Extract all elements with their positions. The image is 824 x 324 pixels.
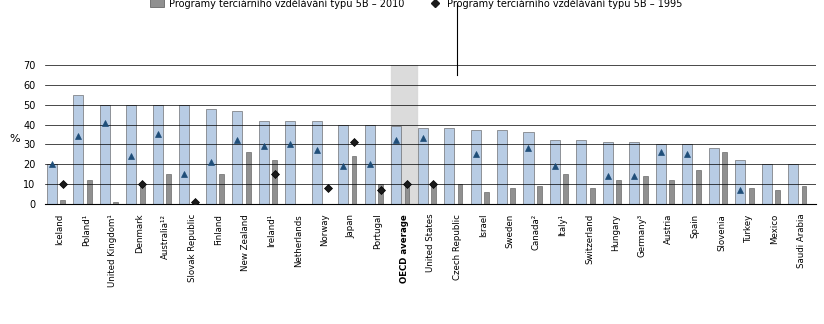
- Bar: [311, 121, 321, 204]
- Bar: [391, 65, 417, 204]
- Bar: [285, 121, 295, 204]
- Bar: [523, 133, 533, 204]
- Bar: [87, 180, 91, 204]
- Bar: [457, 184, 462, 204]
- Bar: [789, 164, 798, 204]
- Bar: [47, 164, 57, 204]
- Bar: [232, 110, 242, 204]
- Bar: [471, 131, 480, 204]
- Bar: [484, 192, 489, 204]
- Bar: [206, 109, 216, 204]
- Bar: [682, 145, 692, 204]
- Bar: [338, 124, 349, 204]
- Bar: [590, 188, 595, 204]
- Bar: [735, 160, 746, 204]
- Bar: [775, 190, 780, 204]
- Bar: [60, 200, 65, 204]
- Bar: [695, 170, 700, 204]
- Bar: [418, 129, 428, 204]
- Bar: [802, 186, 807, 204]
- Bar: [272, 160, 277, 204]
- Bar: [405, 184, 410, 204]
- Y-axis label: %: %: [10, 134, 21, 145]
- Bar: [126, 105, 137, 204]
- Bar: [444, 129, 454, 204]
- Bar: [709, 148, 719, 204]
- Bar: [616, 180, 621, 204]
- Bar: [114, 202, 118, 204]
- Bar: [669, 180, 674, 204]
- Bar: [352, 156, 357, 204]
- Bar: [537, 186, 541, 204]
- Bar: [391, 126, 401, 204]
- Bar: [656, 145, 666, 204]
- Bar: [577, 140, 587, 204]
- Bar: [378, 184, 383, 204]
- Legend: Programy terciárního vzdělávání typu 5A – 2010, Programy terciárního vzdělávání : Programy terciárního vzdělávání typu 5A …: [150, 0, 682, 9]
- Bar: [100, 105, 110, 204]
- Bar: [140, 186, 144, 204]
- Bar: [761, 164, 772, 204]
- Bar: [723, 152, 727, 204]
- Bar: [152, 105, 163, 204]
- Bar: [630, 143, 639, 204]
- Bar: [643, 176, 648, 204]
- Bar: [259, 121, 269, 204]
- Bar: [246, 152, 250, 204]
- Bar: [219, 174, 224, 204]
- Bar: [497, 131, 507, 204]
- Bar: [511, 188, 515, 204]
- Bar: [166, 174, 171, 204]
- Bar: [550, 140, 560, 204]
- Bar: [564, 174, 569, 204]
- Bar: [431, 184, 436, 204]
- Bar: [180, 105, 190, 204]
- Bar: [603, 143, 613, 204]
- Bar: [749, 188, 753, 204]
- Bar: [73, 95, 83, 204]
- Bar: [364, 124, 375, 204]
- Bar: [193, 202, 198, 204]
